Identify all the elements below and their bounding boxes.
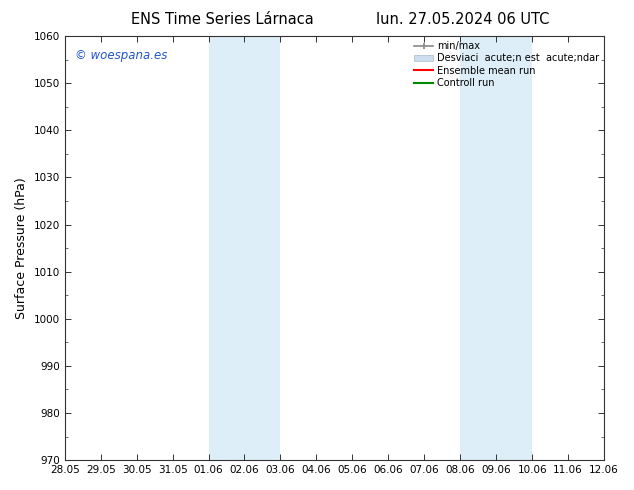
Bar xyxy=(460,36,532,460)
Text: © woespana.es: © woespana.es xyxy=(75,49,168,62)
Bar xyxy=(209,36,280,460)
Text: lun. 27.05.2024 06 UTC: lun. 27.05.2024 06 UTC xyxy=(376,12,550,27)
Text: ENS Time Series Lárnaca: ENS Time Series Lárnaca xyxy=(131,12,313,27)
Y-axis label: Surface Pressure (hPa): Surface Pressure (hPa) xyxy=(15,177,28,319)
Legend: min/max, Desviaci  acute;n est  acute;ndar, Ensemble mean run, Controll run: min/max, Desviaci acute;n est acute;ndar… xyxy=(412,39,601,90)
